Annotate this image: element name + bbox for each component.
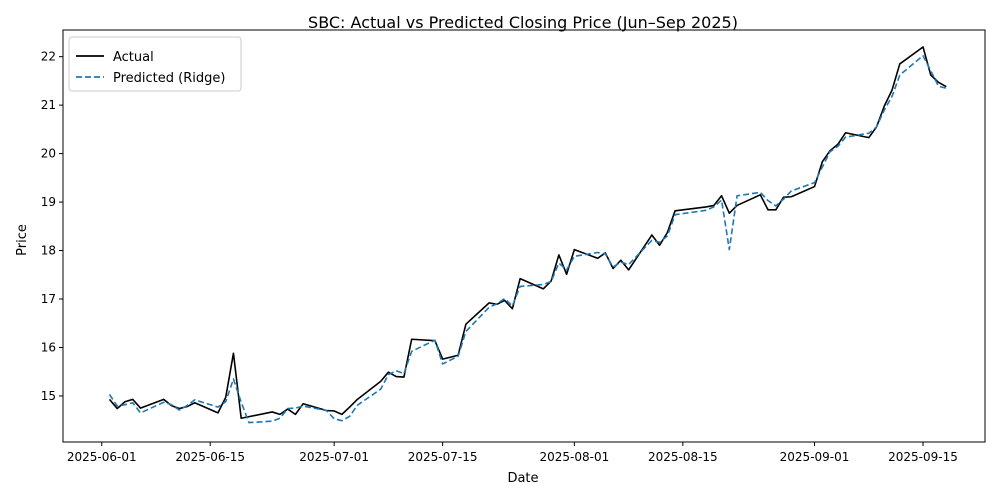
y-axis: 15 16 17 18 19 20 21 22 xyxy=(41,50,63,403)
y-tick-label: 18 xyxy=(41,244,56,258)
series-layer xyxy=(108,46,947,424)
x-tick-label: 2025-07-15 xyxy=(408,450,478,464)
legend: Actual Predicted (Ridge) xyxy=(68,36,242,92)
x-tick-label: 2025-08-15 xyxy=(648,450,718,464)
plot-area xyxy=(62,29,986,443)
x-axis-label: Date xyxy=(507,471,538,486)
x-tick-label: 2025-09-15 xyxy=(888,450,958,464)
y-tick-label: 17 xyxy=(41,292,56,306)
x-tick-label: 2025-07-01 xyxy=(299,450,369,464)
x-tick-label: 2025-08-01 xyxy=(539,450,609,464)
chart-title: SBC: Actual vs Predicted Closing Price (… xyxy=(308,13,738,32)
legend-label-actual: Actual xyxy=(113,50,154,65)
y-tick-label: 16 xyxy=(41,340,56,354)
legend-box xyxy=(68,36,242,92)
x-axis: 2025-06-01 2025-06-15 2025-07-01 2025-07-15… xyxy=(67,442,958,464)
plot-frame xyxy=(62,29,986,443)
y-tick-label: 20 xyxy=(41,147,56,161)
x-tick-label: 2025-09-01 xyxy=(780,450,850,464)
x-tick-label: 2025-06-01 xyxy=(67,450,137,464)
y-tick-label: 15 xyxy=(41,389,56,403)
y-tick-label: 22 xyxy=(41,50,56,64)
y-axis-label: Price xyxy=(15,224,30,256)
legend-label-predicted: Predicted (Ridge) xyxy=(113,71,225,86)
x-tick-label: 2025-06-15 xyxy=(175,450,245,464)
y-tick-label: 19 xyxy=(41,195,56,209)
y-tick-label: 21 xyxy=(41,98,56,112)
series-line-predicted xyxy=(108,54,947,424)
